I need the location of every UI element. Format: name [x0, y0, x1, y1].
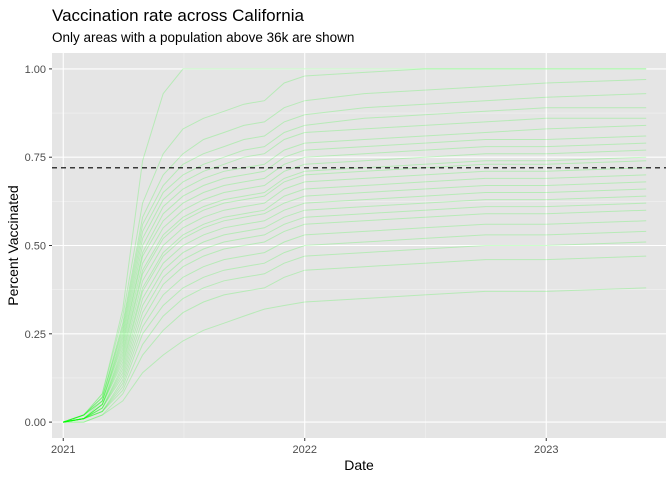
series-line [63, 230, 647, 423]
series-line [63, 135, 647, 423]
y-tick-label: 0.50 [25, 241, 46, 253]
series-line [63, 220, 647, 423]
series-line [63, 167, 647, 423]
series-line [63, 195, 647, 423]
y-tick-label: 0.25 [25, 329, 46, 341]
series-line [63, 181, 647, 423]
x-axis-title: Date [344, 457, 374, 473]
series-line [63, 79, 647, 423]
x-tick-label: 2021 [51, 444, 75, 456]
y-tick-label: 0.75 [25, 152, 46, 164]
series-line [63, 255, 647, 423]
y-tick-label: 1.00 [25, 64, 46, 76]
series-line [63, 107, 647, 423]
series-line [63, 241, 647, 423]
series-line [63, 124, 647, 423]
y-tick-label: 0.00 [25, 417, 46, 429]
series-line [63, 142, 647, 423]
series-line [63, 149, 647, 423]
series-line [63, 188, 647, 423]
x-tick-label: 2022 [293, 444, 317, 456]
series-line [63, 117, 647, 423]
chart-subtitle: Only areas with a population above 36k a… [52, 30, 354, 45]
chart-title: Vaccination rate across California [52, 6, 305, 25]
series-line [63, 287, 647, 423]
x-axis: 2021 2022 2023 [51, 438, 558, 456]
x-tick-label: 2023 [534, 444, 558, 456]
series-line [63, 202, 647, 423]
series-line [63, 68, 647, 423]
grid-lines [52, 53, 666, 438]
y-axis-title: Percent Vaccinated [5, 185, 21, 305]
series-line [63, 174, 647, 423]
series-line [63, 93, 647, 423]
series-line [63, 209, 647, 423]
y-axis: 0.00 0.25 0.50 0.75 1.00 [25, 64, 52, 429]
series-line [63, 68, 647, 423]
series-line [63, 156, 647, 423]
